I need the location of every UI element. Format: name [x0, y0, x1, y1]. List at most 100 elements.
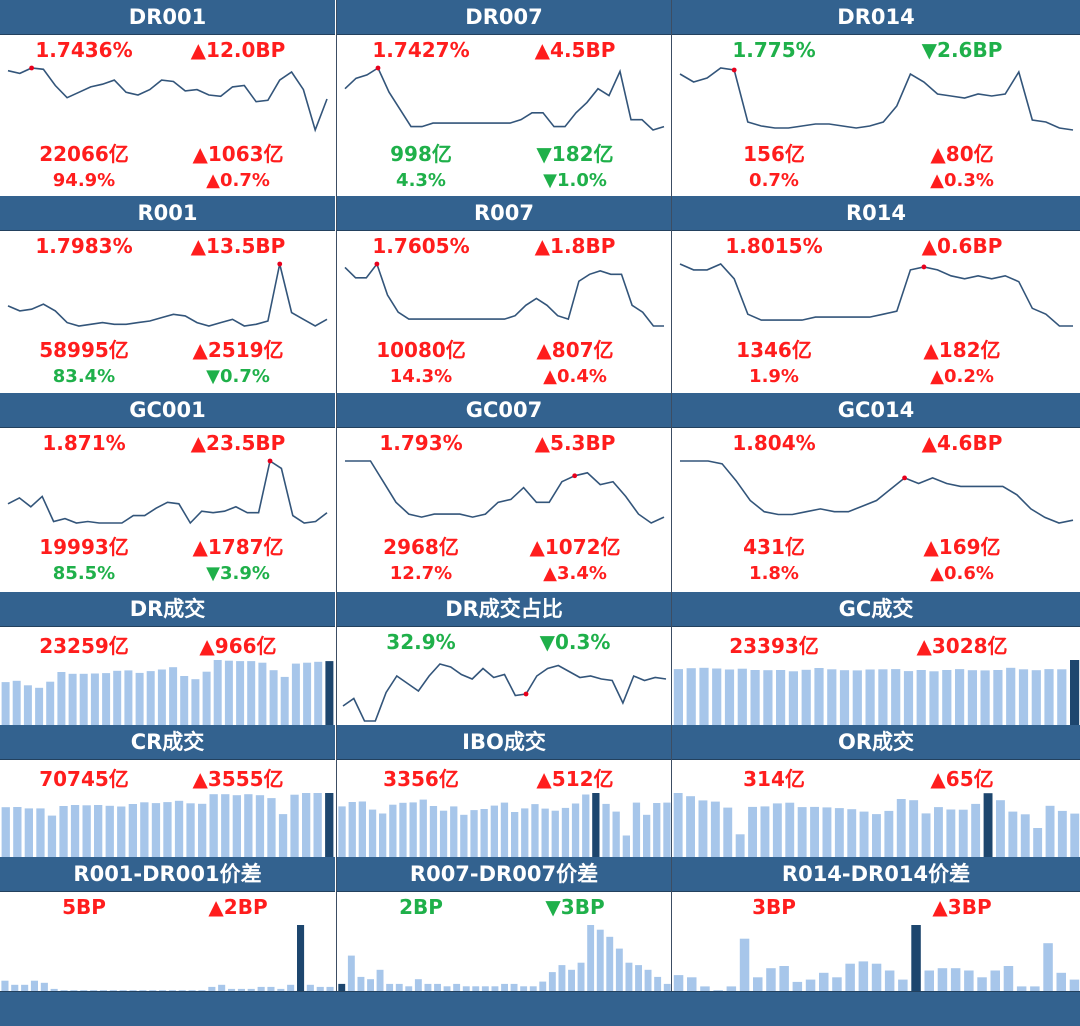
- share-value: 94.9%: [53, 170, 115, 191]
- bar: [654, 977, 661, 991]
- bar: [934, 807, 943, 857]
- bar: [2, 682, 10, 725]
- bar: [186, 803, 194, 857]
- value-primary: 3356亿: [383, 763, 459, 792]
- series-line: [8, 461, 327, 523]
- bar: [977, 977, 987, 991]
- bar: [491, 806, 498, 857]
- series-line: [8, 264, 327, 326]
- bar: [572, 804, 579, 858]
- bar: [191, 679, 199, 725]
- bar: [597, 930, 604, 991]
- bar: [845, 964, 855, 991]
- panel-title: DR007: [337, 0, 671, 35]
- bar: [860, 812, 869, 857]
- bar: [884, 811, 893, 857]
- chart-DR成交占比: [337, 658, 671, 725]
- value-change: ▲3555亿: [192, 763, 283, 792]
- highlight-point: [375, 262, 380, 267]
- highlight-point: [524, 692, 529, 697]
- bar: [180, 676, 188, 725]
- bar: [434, 984, 441, 991]
- bar: [210, 794, 218, 857]
- bar: [827, 669, 836, 725]
- share-value: 83.4%: [53, 366, 115, 387]
- share-value: 85.5%: [53, 563, 115, 584]
- rate-change: ▼2.6BP: [922, 38, 1003, 62]
- series-line: [680, 68, 1073, 130]
- value-change: ▲65亿: [930, 763, 993, 792]
- volume-value: 19993亿: [39, 531, 129, 560]
- highlight-point: [268, 459, 273, 464]
- value-change: ▲2BP: [208, 895, 267, 919]
- bar: [602, 804, 609, 857]
- value-change: ▲966亿: [199, 630, 276, 659]
- bar: [270, 670, 278, 725]
- share-change: ▲0.6%: [930, 563, 994, 584]
- panel-title: CR成交: [0, 725, 335, 760]
- bar: [281, 677, 289, 725]
- chart-GC成交: [672, 658, 1080, 725]
- bar: [80, 674, 88, 725]
- bar: [996, 800, 1005, 857]
- volume-value: 2968亿: [383, 531, 459, 560]
- panel-title: GC014: [672, 393, 1080, 428]
- bar: [686, 796, 695, 857]
- bar: [531, 804, 538, 857]
- panel-title: GC007: [337, 393, 671, 428]
- bar: [244, 794, 252, 857]
- bar: [314, 662, 322, 725]
- bar: [124, 670, 132, 725]
- bar: [847, 809, 856, 857]
- bar: [922, 813, 931, 857]
- bar: [674, 793, 683, 857]
- chart-GC007: [337, 455, 671, 527]
- bar: [481, 809, 488, 857]
- bar: [57, 672, 65, 725]
- series-line: [345, 68, 664, 130]
- bar: [626, 963, 633, 991]
- bar: [1046, 806, 1055, 857]
- bar: [613, 812, 620, 857]
- bar: [938, 968, 948, 991]
- bar: [853, 670, 862, 725]
- bar: [460, 815, 467, 857]
- bar: [1057, 973, 1067, 991]
- bar: [267, 798, 275, 857]
- value-primary: 3BP: [752, 895, 796, 919]
- share-change: ▲3.4%: [543, 563, 607, 584]
- bar: [891, 669, 900, 725]
- panel-title: OR成交: [672, 725, 1080, 760]
- bar-highlight: [592, 793, 599, 857]
- rate-change: ▲5.3BP: [535, 431, 616, 455]
- bar: [897, 799, 906, 857]
- highlight-point: [29, 66, 34, 71]
- value-primary: 2BP: [399, 895, 443, 919]
- share-change: ▲0.3%: [930, 170, 994, 191]
- bar: [359, 802, 366, 858]
- bar: [971, 804, 980, 857]
- share-change: ▼3.9%: [206, 563, 270, 584]
- bar: [303, 663, 311, 725]
- share-value: 0.7%: [749, 170, 799, 191]
- rate-change: ▲23.5BP: [191, 431, 286, 455]
- rate-change: ▲4.6BP: [922, 431, 1003, 455]
- bar: [290, 795, 298, 857]
- series-line: [680, 461, 1073, 523]
- bar: [623, 836, 630, 858]
- bar: [872, 814, 881, 857]
- bar: [699, 800, 708, 857]
- bar: [814, 668, 823, 725]
- bar: [643, 815, 650, 857]
- panel-title: R007-DR007价差: [337, 857, 671, 892]
- bar: [221, 794, 229, 857]
- bar: [723, 808, 732, 857]
- value-primary: 5BP: [62, 895, 106, 919]
- bar: [1058, 811, 1067, 857]
- bar: [94, 805, 102, 857]
- rate-change: ▲0.6BP: [922, 234, 1003, 258]
- chart-R007: [337, 258, 671, 330]
- bar: [968, 670, 977, 725]
- bar-highlight: [325, 793, 333, 857]
